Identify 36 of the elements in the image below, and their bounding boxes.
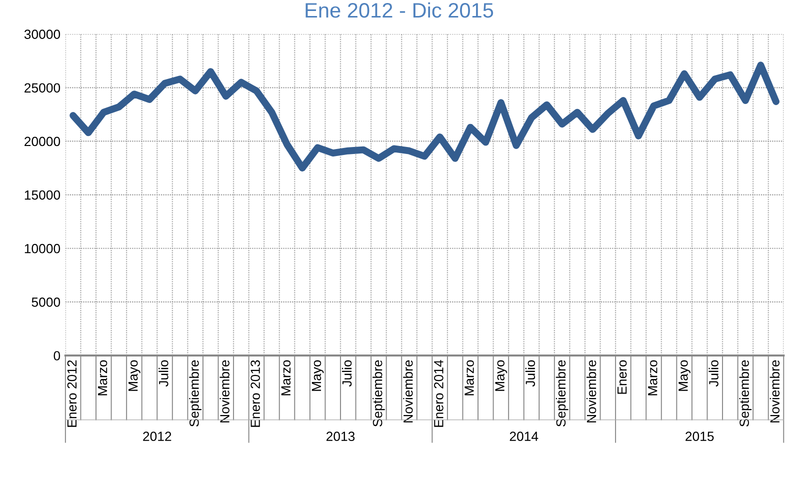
- x-tick-label: Enero: [618, 360, 627, 394]
- x-tick-label: Marzo: [98, 360, 108, 396]
- x-tick-label: Enero 2012: [67, 360, 77, 427]
- x-tick-label: Mayo: [312, 360, 324, 391]
- x-tick-label: Enero 2014: [434, 360, 444, 427]
- y-tick-label: 20000: [24, 136, 60, 146]
- x-tick-label: Noviembre: [403, 360, 413, 422]
- y-tick-label: 10000: [24, 244, 60, 254]
- x-tick-label: Julio: [525, 360, 536, 387]
- x-tick-label: Marzo: [281, 360, 291, 396]
- x-tick-label: Noviembre: [586, 360, 596, 422]
- y-tick-label: 25000: [24, 83, 60, 93]
- y-tick-label: 0: [54, 351, 60, 360]
- x-tick-label: Septiembre: [372, 360, 385, 427]
- y-tick-label: 15000: [24, 190, 60, 200]
- x-tick-label: Septiembre: [739, 360, 752, 427]
- text: 2013: [326, 432, 355, 442]
- x-tick-label: Mayo: [495, 360, 508, 391]
- text: 2015: [686, 432, 714, 442]
- x-tick-label: Septiembre: [189, 360, 202, 427]
- chart-title: Ene 2012 - Dic 2015: [306, 2, 494, 18]
- y-tick-label: 30000: [24, 30, 60, 39]
- x-tick-label: Mayo: [128, 360, 140, 391]
- text: 2014: [510, 432, 538, 442]
- x-tick-label: Enero 2013: [250, 360, 260, 427]
- x-tick-label: Julio: [708, 360, 718, 387]
- x-tick-label: Mayo: [678, 360, 690, 391]
- text: 2012: [143, 432, 172, 442]
- x-tick-label: Noviembre: [220, 360, 230, 422]
- x-tick-label: Julio: [158, 360, 168, 387]
- x-tick-label: Marzo: [648, 360, 658, 396]
- x-tick-label: Julio: [342, 360, 352, 387]
- y-tick-label: 5000: [32, 298, 60, 307]
- x-tick-label: Septiembre: [556, 360, 568, 427]
- x-tick-label: Noviembre: [770, 360, 780, 422]
- x-tick-label: Marzo: [464, 360, 474, 396]
